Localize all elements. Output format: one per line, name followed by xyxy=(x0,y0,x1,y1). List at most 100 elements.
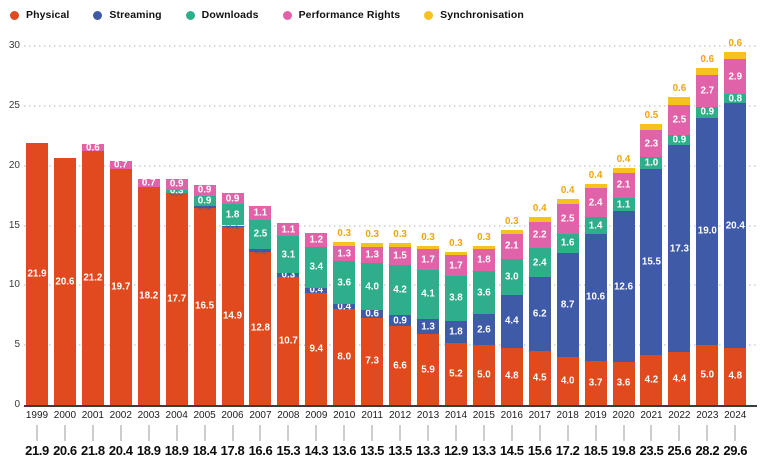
bar-segment-physical-2007[interactable] xyxy=(249,251,272,405)
bar-segment-downloads-2020[interactable] xyxy=(612,197,635,212)
bar-segment-physical-2022[interactable] xyxy=(668,352,691,405)
bar-segment-performance-rights-2001[interactable] xyxy=(81,144,104,152)
bar-segment-performance-rights-2017[interactable] xyxy=(528,221,551,249)
bar-segment-downloads-2013[interactable] xyxy=(417,269,440,319)
bar-segment-downloads-2011[interactable] xyxy=(361,262,384,311)
bar-segment-streaming-2020[interactable] xyxy=(612,211,635,362)
bar-segment-downloads-2021[interactable] xyxy=(640,157,663,170)
bar-segment-streaming-2011[interactable] xyxy=(361,310,384,318)
bar-segment-downloads-2007[interactable] xyxy=(249,219,272,250)
bar-segment-downloads-2012[interactable] xyxy=(389,264,412,316)
bar-segment-synchronisation-2013[interactable] xyxy=(417,245,440,250)
bar-segment-synchronisation-2016[interactable] xyxy=(500,230,523,234)
bar-segment-physical-2019[interactable] xyxy=(584,360,607,405)
bar-segment-performance-rights-2014[interactable] xyxy=(444,255,467,276)
bar-segment-streaming-2017[interactable] xyxy=(528,276,551,352)
bar-segment-downloads-2010[interactable] xyxy=(333,261,356,305)
bar-segment-physical-2015[interactable] xyxy=(472,345,495,405)
bar-segment-downloads-2008[interactable] xyxy=(277,236,300,274)
bar-segment-synchronisation-2022[interactable] xyxy=(668,97,691,105)
bar-segment-performance-rights-2010[interactable] xyxy=(333,245,356,262)
bar-segment-downloads-2017[interactable] xyxy=(528,248,551,277)
bar-segment-performance-rights-2023[interactable] xyxy=(696,74,719,108)
bar-segment-physical-2016[interactable] xyxy=(500,347,523,405)
bar-segment-downloads-2015[interactable] xyxy=(472,270,495,315)
bar-segment-streaming-2019[interactable] xyxy=(584,233,607,361)
legend-item-performance-rights[interactable]: Performance Rights xyxy=(282,9,401,21)
legend-item-synchronisation[interactable]: Synchronisation xyxy=(424,9,524,21)
bar-segment-synchronisation-2011[interactable] xyxy=(361,243,384,248)
bar-segment-physical-2003[interactable] xyxy=(137,187,160,405)
bar-segment-synchronisation-2014[interactable] xyxy=(444,251,467,256)
bar-segment-physical-2013[interactable] xyxy=(417,334,440,405)
bar-segment-downloads-2004[interactable] xyxy=(165,189,188,194)
bar-segment-synchronisation-2021[interactable] xyxy=(640,123,663,130)
bar-segment-streaming-2024[interactable] xyxy=(724,103,747,348)
bar-segment-synchronisation-2010[interactable] xyxy=(333,242,356,246)
bar-segment-physical-2002[interactable] xyxy=(109,169,132,405)
bar-segment-performance-rights-2005[interactable] xyxy=(193,184,216,196)
bar-segment-streaming-2013[interactable] xyxy=(417,318,440,335)
bar-segment-physical-2020[interactable] xyxy=(612,361,635,405)
bar-segment-downloads-2009[interactable] xyxy=(305,247,328,288)
bar-segment-physical-2005[interactable] xyxy=(193,207,216,405)
bar-segment-streaming-2006[interactable] xyxy=(221,225,244,227)
bar-segment-synchronisation-2024[interactable] xyxy=(724,51,747,60)
bar-segment-streaming-2007[interactable] xyxy=(249,249,272,252)
bar-segment-synchronisation-2020[interactable] xyxy=(612,168,635,173)
bar-segment-streaming-2005[interactable] xyxy=(193,206,216,208)
bar-segment-streaming-2021[interactable] xyxy=(640,169,663,355)
bar-segment-performance-rights-2013[interactable] xyxy=(417,249,440,270)
bar-segment-downloads-2019[interactable] xyxy=(584,217,607,234)
bar-segment-performance-rights-2019[interactable] xyxy=(584,188,607,218)
bar-segment-performance-rights-2021[interactable] xyxy=(640,129,663,158)
bar-segment-synchronisation-2017[interactable] xyxy=(528,217,551,222)
bar-segment-performance-rights-2008[interactable] xyxy=(277,223,300,237)
bar-segment-performance-rights-2004[interactable] xyxy=(165,178,188,190)
bar-segment-synchronisation-2019[interactable] xyxy=(584,183,607,189)
bar-segment-streaming-2010[interactable] xyxy=(333,304,356,310)
bar-segment-performance-rights-2011[interactable] xyxy=(361,247,384,263)
bar-segment-physical-1999[interactable] xyxy=(26,142,48,405)
bar-segment-synchronisation-2018[interactable] xyxy=(556,199,579,204)
bar-segment-streaming-2018[interactable] xyxy=(556,253,579,358)
bar-segment-downloads-2023[interactable] xyxy=(696,107,719,118)
bar-segment-streaming-2012[interactable] xyxy=(389,315,412,327)
bar-segment-downloads-2006[interactable] xyxy=(221,203,244,226)
bar-segment-performance-rights-2007[interactable] xyxy=(249,206,272,220)
bar-segment-physical-2001[interactable] xyxy=(81,151,104,405)
bar-segment-physical-2009[interactable] xyxy=(305,292,328,405)
bar-segment-streaming-2023[interactable] xyxy=(696,117,719,346)
bar-segment-streaming-2015[interactable] xyxy=(472,314,495,346)
bar-segment-streaming-2016[interactable] xyxy=(500,294,523,348)
bar-segment-downloads-2016[interactable] xyxy=(500,259,523,295)
bar-segment-physical-2017[interactable] xyxy=(528,351,551,405)
legend-item-downloads[interactable]: Downloads xyxy=(185,9,259,21)
bar-segment-performance-rights-2012[interactable] xyxy=(389,247,412,265)
bar-segment-physical-2011[interactable] xyxy=(361,317,384,405)
bar-segment-performance-rights-2009[interactable] xyxy=(305,232,328,248)
bar-segment-physical-2004[interactable] xyxy=(165,193,188,405)
bar-segment-physical-2018[interactable] xyxy=(556,357,579,405)
bar-segment-physical-2024[interactable] xyxy=(724,347,747,405)
bar-segment-performance-rights-2016[interactable] xyxy=(500,233,523,259)
bar-segment-physical-2014[interactable] xyxy=(444,342,467,405)
bar-segment-performance-rights-2003[interactable] xyxy=(137,178,160,188)
bar-segment-performance-rights-2006[interactable] xyxy=(221,193,244,204)
bar-segment-performance-rights-2018[interactable] xyxy=(556,203,579,234)
bar-segment-synchronisation-2023[interactable] xyxy=(696,67,719,75)
bar-segment-streaming-2009[interactable] xyxy=(305,287,328,293)
bar-segment-physical-2008[interactable] xyxy=(277,276,300,405)
bar-segment-downloads-2005[interactable] xyxy=(193,195,216,207)
bar-segment-downloads-2014[interactable] xyxy=(444,275,467,322)
bar-segment-synchronisation-2012[interactable] xyxy=(389,243,412,248)
legend-item-streaming[interactable]: Streaming xyxy=(93,9,162,21)
bar-segment-physical-2006[interactable] xyxy=(221,226,244,405)
bar-segment-physical-2012[interactable] xyxy=(389,326,412,405)
bar-segment-downloads-2022[interactable] xyxy=(668,134,691,146)
bar-segment-downloads-2024[interactable] xyxy=(724,93,747,104)
bar-segment-physical-2021[interactable] xyxy=(640,354,663,405)
bar-segment-performance-rights-2020[interactable] xyxy=(612,172,635,198)
bar-segment-synchronisation-2015[interactable] xyxy=(472,245,495,250)
legend-item-physical[interactable]: Physical xyxy=(10,9,69,21)
